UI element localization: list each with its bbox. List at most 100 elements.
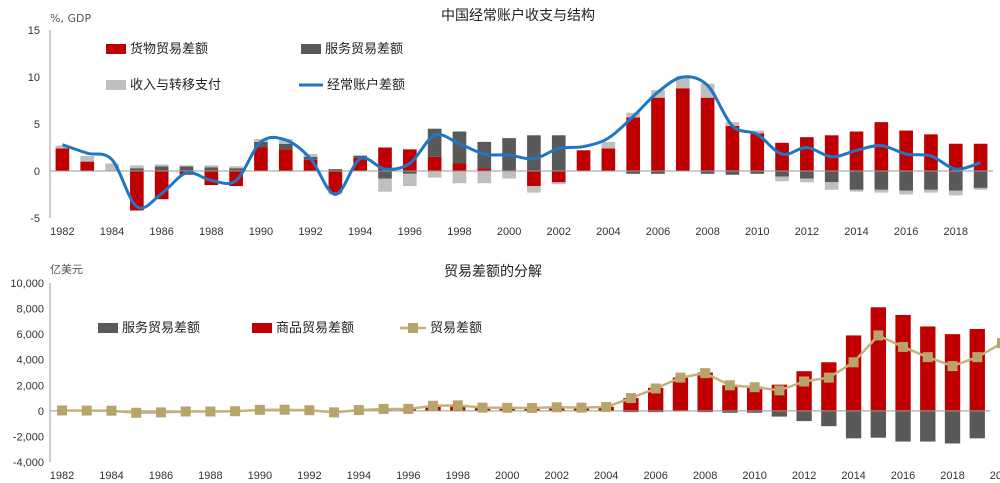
trade-balance-marker bbox=[353, 405, 364, 416]
x-tick-label: 1990 bbox=[248, 470, 272, 482]
bar-services bbox=[697, 410, 713, 413]
bar-services bbox=[278, 143, 293, 150]
bar-services bbox=[328, 169, 343, 171]
bar-goods bbox=[626, 117, 640, 171]
y-tick-label: 0 bbox=[34, 166, 40, 178]
bar-goods bbox=[601, 148, 616, 171]
x-tick-label: 2004 bbox=[594, 470, 618, 482]
x-tick-label: 2000 bbox=[497, 226, 521, 238]
bar-goods bbox=[944, 334, 961, 411]
y-tick-label: 4,000 bbox=[16, 355, 44, 367]
bar-services bbox=[948, 171, 963, 191]
bar-income bbox=[700, 83, 715, 98]
y-tick-label: 10 bbox=[28, 72, 40, 84]
bar-income bbox=[105, 163, 119, 171]
trade-balance-marker bbox=[378, 403, 389, 414]
bar-income bbox=[824, 182, 839, 190]
y-tick-label: -4,000 bbox=[13, 457, 44, 469]
x-tick-label: 2012 bbox=[795, 226, 819, 238]
bar-goods bbox=[750, 133, 765, 171]
bar-services bbox=[874, 171, 889, 190]
bar-services bbox=[800, 171, 814, 179]
trade-balance-marker bbox=[106, 405, 117, 416]
bar-income bbox=[899, 190, 913, 195]
bar-services bbox=[870, 410, 886, 438]
y-tick-label: -2,000 bbox=[13, 431, 44, 443]
trade-balance-marker bbox=[452, 400, 463, 411]
bar-income bbox=[80, 155, 95, 162]
bar-services bbox=[648, 410, 664, 413]
bar-services bbox=[849, 171, 864, 190]
bar-goods bbox=[697, 372, 713, 411]
bar-goods bbox=[80, 161, 95, 171]
trade-balance-marker bbox=[279, 404, 290, 415]
bar-income bbox=[427, 171, 442, 178]
trade-balance-marker bbox=[329, 407, 340, 418]
bar-services bbox=[775, 171, 789, 177]
trade-balance-marker bbox=[477, 402, 488, 413]
x-tick-label: 2010 bbox=[742, 470, 766, 482]
trade-balance-marker bbox=[254, 404, 265, 415]
x-tick-label: 2018 bbox=[940, 470, 964, 482]
y-tick-label: 5 bbox=[34, 119, 40, 131]
trade-balance-marker bbox=[675, 372, 686, 383]
bar-income bbox=[874, 189, 889, 193]
legend-swatch-goods bbox=[106, 44, 126, 54]
trade-balance-marker bbox=[972, 352, 983, 363]
bars-current-account bbox=[55, 76, 988, 211]
trade-balance-marker bbox=[848, 357, 859, 368]
bar-income bbox=[601, 141, 616, 149]
y-tick-label: -5 bbox=[30, 213, 40, 225]
trade-balance-marker bbox=[997, 338, 1000, 349]
bar-goods bbox=[845, 335, 862, 411]
bar-goods bbox=[378, 147, 392, 171]
legend-label-goods: 货物贸易差额 bbox=[130, 41, 208, 57]
x-tick-label: 2000 bbox=[495, 470, 519, 482]
legend-swatch-income bbox=[106, 80, 126, 90]
trade-balance-marker bbox=[922, 352, 933, 363]
bar-income bbox=[924, 189, 938, 193]
y-unit-label-trade-balance: 亿美元 bbox=[50, 263, 83, 276]
trade-balance-marker bbox=[601, 402, 612, 413]
bar-services bbox=[651, 171, 665, 174]
bar-goods bbox=[651, 97, 665, 171]
x-tick-label: 1994 bbox=[347, 470, 371, 482]
legend-label-services: 服务贸易差额 bbox=[325, 41, 403, 57]
x-tick-label: 2020 bbox=[990, 470, 1000, 482]
bar-services bbox=[750, 171, 765, 174]
trade-balance-marker bbox=[527, 403, 537, 414]
bar-goods bbox=[920, 326, 936, 411]
x-tick-label: 2014 bbox=[844, 226, 868, 238]
bar-services bbox=[973, 171, 988, 188]
trade-balance-marker bbox=[502, 402, 513, 413]
x-tick-label: 1986 bbox=[149, 470, 173, 482]
y-tick-label: 0 bbox=[38, 406, 44, 418]
bar-income bbox=[775, 176, 789, 182]
bar-goods bbox=[700, 97, 715, 171]
bar-goods bbox=[130, 171, 144, 211]
bar-income bbox=[130, 165, 144, 169]
y-tick-label: 15 bbox=[28, 25, 40, 37]
line-trade-balance bbox=[57, 330, 1000, 418]
x-tick-label: 2016 bbox=[894, 226, 918, 238]
x-tick-label: 1990 bbox=[249, 226, 273, 238]
bar-services bbox=[623, 410, 639, 413]
trade-balance-marker bbox=[304, 405, 315, 416]
bar-services bbox=[924, 171, 938, 190]
bar-income bbox=[800, 178, 814, 183]
bar-goods bbox=[746, 386, 763, 411]
y-unit-label-current-account: %, GDP bbox=[50, 12, 91, 25]
bar-income bbox=[154, 164, 169, 167]
bar-goods bbox=[254, 147, 268, 171]
trade-balance-marker bbox=[81, 405, 92, 416]
x-tick-label: 1992 bbox=[298, 226, 322, 238]
bar-services bbox=[771, 410, 788, 417]
bar-goods bbox=[725, 125, 740, 171]
bar-services bbox=[899, 171, 913, 191]
legend-swatch-services bbox=[301, 44, 321, 54]
y-tick-label: 10,000 bbox=[10, 278, 44, 290]
legend-label-services-trade: 服务贸易差额 bbox=[122, 320, 200, 336]
bars-trade-balance bbox=[252, 307, 985, 444]
bar-services bbox=[551, 135, 566, 171]
